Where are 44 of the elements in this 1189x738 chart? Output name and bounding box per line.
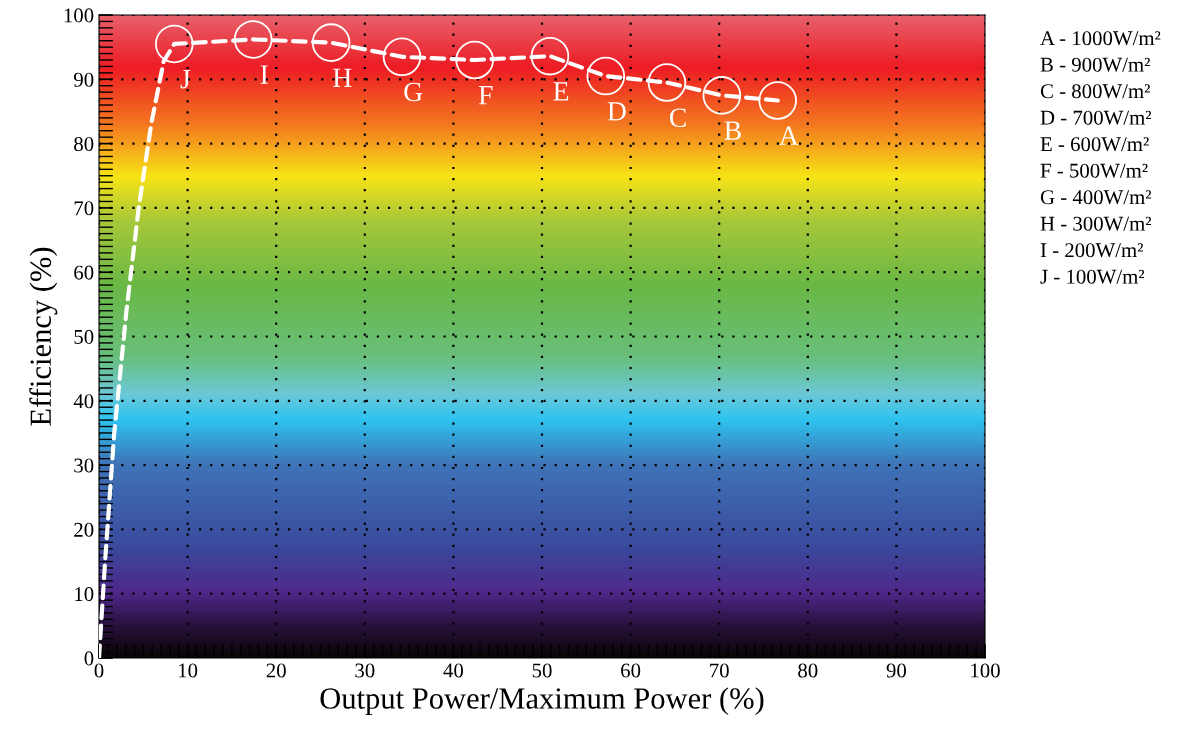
annotation: G <box>404 82 423 102</box>
text: D - 700W/m² <box>1040 110 1152 125</box>
y-tick-label: 100 <box>64 8 94 23</box>
x-tick-label: 70 <box>710 663 729 678</box>
y-tick-label: 10 <box>75 587 94 602</box>
text: J - 100W/m² <box>1040 269 1145 284</box>
annotation: B <box>724 121 741 140</box>
text: B - 900W/m² <box>1040 57 1150 72</box>
x-tick-label: 20 <box>266 663 286 678</box>
y-tick-label: 20 <box>74 522 94 537</box>
y-tick-label: 40 <box>73 394 94 409</box>
annotation: I <box>260 65 268 84</box>
y-axis-title: Efficiency (%) <box>29 247 58 426</box>
x-tick-label: 90 <box>886 663 907 678</box>
annotation: E <box>553 82 569 101</box>
annotation: H <box>333 68 352 87</box>
annotation: J <box>180 70 191 89</box>
annotation: D <box>607 102 626 121</box>
annotation: F <box>478 86 493 105</box>
y-tick-label: 30 <box>74 458 94 473</box>
y-tick-label: 0 <box>84 651 94 666</box>
annotation: A <box>779 126 799 145</box>
x-tick-label: 50 <box>532 663 552 678</box>
y-tick-label: 50 <box>74 329 94 344</box>
x-tick-label: 60 <box>621 663 641 678</box>
x-axis-title: Output Power/Maximum Power (%) <box>320 687 764 716</box>
text: G - 400W/m² <box>1040 190 1152 205</box>
y-tick-label: 70 <box>74 201 94 216</box>
x-tick-label: 100 <box>971 663 1000 678</box>
text: I - 200W/m² <box>1040 243 1143 258</box>
y-tick-label: 60 <box>74 265 94 280</box>
y-tick-label: 90 <box>73 72 94 87</box>
x-tick-label: 80 <box>798 663 818 678</box>
text: H - 300W/m² <box>1040 216 1152 231</box>
annotation: C <box>669 108 686 128</box>
text: F - 500W/m² <box>1040 163 1148 178</box>
x-tick-label: 40 <box>443 663 464 678</box>
x-tick-label: 10 <box>179 663 198 678</box>
x-tick-label: 0 <box>94 663 104 678</box>
x-tick-label: 30 <box>355 663 375 678</box>
text: A - 1000W/m² <box>1040 31 1161 46</box>
text: E - 600W/m² <box>1040 137 1149 152</box>
text: C - 800W/m² <box>1040 84 1150 99</box>
y-tick-label: 80 <box>74 136 94 152</box>
